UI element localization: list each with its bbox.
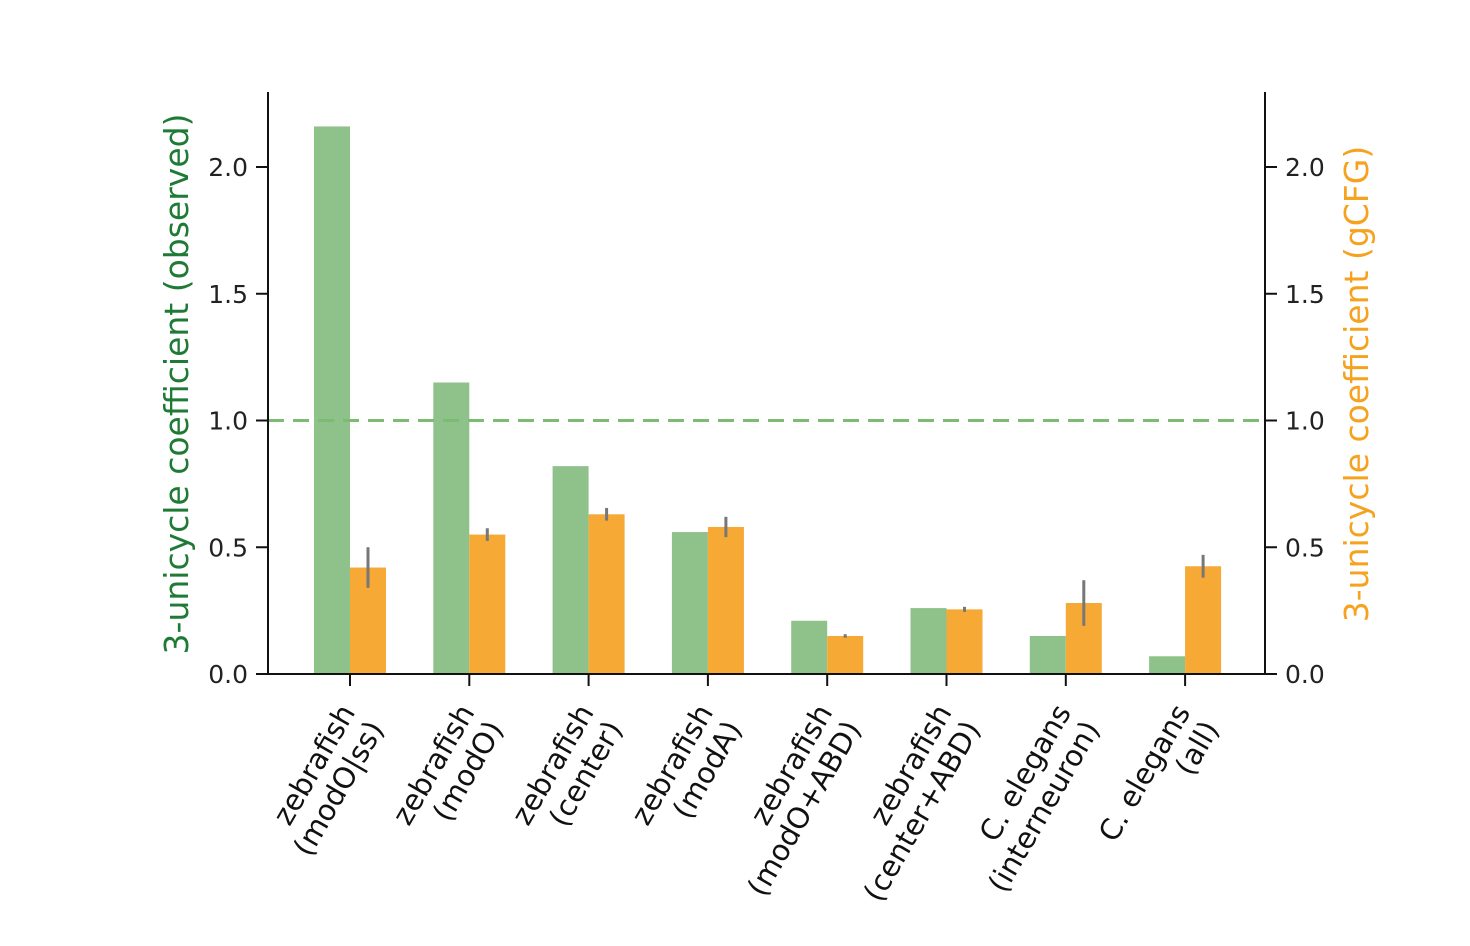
axes-layer: 0.0 0.0 0.5 0.5 1.0 1.0 1.5 1.5 2.0 2.0 [208, 92, 1325, 689]
x-tick-label: zebrafish(modA) [624, 699, 748, 848]
bars-layer [314, 126, 1222, 674]
y-tick-label-right: 1.5 [1285, 280, 1325, 309]
bar-gcfg [707, 526, 744, 674]
y-tick-label-left: 2.0 [208, 153, 248, 182]
y-tick-label-right: 0.5 [1285, 533, 1325, 562]
bar-observed [314, 126, 350, 674]
y-tick-label-right: 1.0 [1285, 407, 1325, 436]
x-tick-label: zebrafish(center) [505, 699, 629, 848]
x-tick-label-line: C. elegans [1092, 699, 1197, 848]
bar-observed [910, 608, 947, 674]
y-tick-label-left: 1.5 [208, 280, 248, 309]
bar-observed [1149, 656, 1186, 674]
bar-observed [1029, 635, 1066, 674]
y-tick-label-left: 0.5 [208, 533, 248, 562]
x-tick-label: C. elegans(all) [1092, 699, 1226, 864]
bar-gcfg [1185, 566, 1222, 674]
bar-gcfg [588, 514, 625, 674]
bar-observed [433, 382, 470, 674]
y-axis-label-right: 3-unicycle coefficient (gCFG) [1337, 146, 1376, 622]
bar-gcfg [946, 609, 983, 674]
y-tick-label-left: 1.0 [208, 407, 248, 436]
x-tick-label: zebrafish(modO|ss) [258, 699, 391, 862]
bar-observed [791, 620, 828, 674]
x-tick-label: zebrafish(modO) [385, 699, 509, 848]
bar-observed [671, 532, 708, 674]
y-tick-label-left: 0.0 [208, 660, 248, 689]
y-tick-label-right: 2.0 [1285, 153, 1325, 182]
bar-observed [552, 466, 589, 674]
error-bars-layer [366, 507, 1205, 638]
y-tick-label-right: 0.0 [1285, 660, 1325, 689]
bar-gcfg [469, 534, 506, 674]
bar-gcfg [827, 635, 864, 674]
category-labels-layer: zebrafish(modO|ss)zebrafish(modO)zebrafi… [258, 699, 1226, 908]
y-axis-label-left: 3-unicycle coefficient (observed) [157, 114, 196, 655]
